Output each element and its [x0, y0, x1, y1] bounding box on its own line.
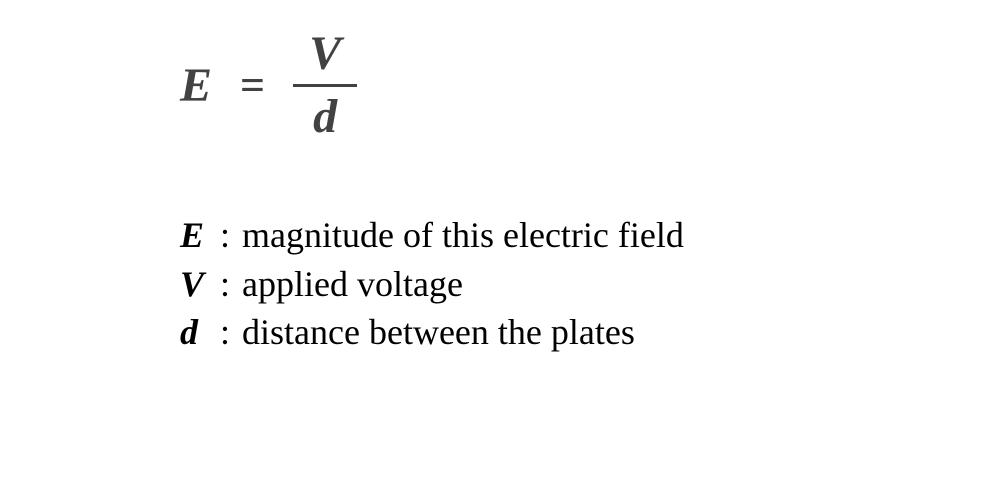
definition-row: d : distance between the plates — [180, 308, 1000, 357]
fraction: V d — [293, 30, 357, 141]
definition-row: E : magnitude of this electric field — [180, 211, 1000, 260]
definition-colon: : — [220, 260, 230, 309]
definition-text: applied voltage — [242, 260, 463, 309]
definition-colon: : — [220, 308, 230, 357]
definition-text: magnitude of this electric field — [242, 211, 684, 260]
equals-sign: = — [240, 60, 265, 111]
definition-colon: : — [220, 211, 230, 260]
definition-row: V : applied voltage — [180, 260, 1000, 309]
equation-lhs: E — [180, 58, 212, 113]
definition-symbol: V — [180, 260, 224, 309]
equation: E = V d — [180, 30, 1000, 141]
definition-text: distance between the plates — [242, 308, 635, 357]
definition-symbol: E — [180, 211, 224, 260]
definitions-list: E : magnitude of this electric field V :… — [180, 211, 1000, 357]
definition-symbol: d — [180, 308, 224, 357]
equation-denominator: d — [297, 87, 353, 141]
equation-numerator: V — [293, 30, 357, 84]
